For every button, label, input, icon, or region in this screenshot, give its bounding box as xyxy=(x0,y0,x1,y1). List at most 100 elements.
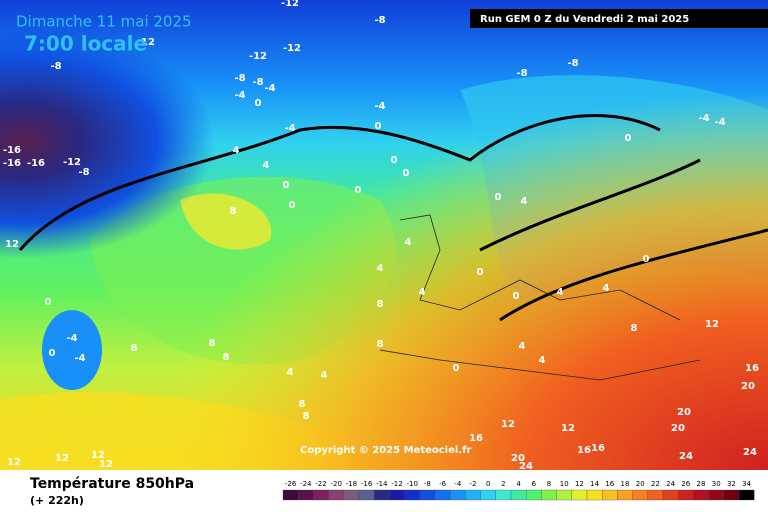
heat-region xyxy=(0,0,768,470)
contour-label: 0 xyxy=(355,185,362,196)
contour-label: 0 xyxy=(45,297,52,308)
contour-label: -4 xyxy=(66,333,77,344)
colorbar-swatch xyxy=(510,489,527,501)
colorbar-swatch xyxy=(693,489,709,501)
contour-labels: -12-8-12-12-8 -8-4-40-8-16-16 -16 -12-8-8-8… xyxy=(3,0,759,472)
colorbar-tick-label: -18 xyxy=(346,480,357,488)
contour-label: -4 xyxy=(74,353,85,364)
colorbar-tick-label: -10 xyxy=(406,480,417,488)
contour-label: 0 xyxy=(289,200,296,211)
colorbar-tick-label: 8 xyxy=(547,480,551,488)
contour-label: 8 xyxy=(230,206,237,217)
contour-label: -8 xyxy=(50,61,61,72)
colorbar-swatch xyxy=(434,489,451,501)
colorbar-swatch xyxy=(723,489,740,501)
contour-label: 8 xyxy=(223,352,230,363)
colorbar-swatch xyxy=(571,489,588,501)
colorbar-tick-label: 0 xyxy=(486,480,490,488)
colorbar-tick-label: 16 xyxy=(605,480,614,488)
contour-label: -8 xyxy=(374,15,385,26)
contour-label: 0 xyxy=(49,348,56,359)
contour-label: 12 xyxy=(7,457,21,468)
contour-label: 0 xyxy=(495,192,502,203)
colorbar-tick-label: 28 xyxy=(697,480,706,488)
run-box xyxy=(470,9,768,28)
colorbar-swatch xyxy=(541,489,557,501)
contour-label: -4 xyxy=(374,101,385,112)
contour-label: 4 xyxy=(521,196,528,207)
colorbar-tick-label: -22 xyxy=(315,480,326,488)
contour-label: 12 xyxy=(501,419,515,430)
contour-label: 4 xyxy=(519,341,526,352)
contour-label: 0 xyxy=(643,254,650,265)
colorbar-tick-label: 20 xyxy=(636,480,645,488)
contour-label: -16 xyxy=(3,158,21,169)
contour-label: -12 xyxy=(249,51,267,62)
colorbar-swatch xyxy=(419,489,436,501)
contour-label: 0 xyxy=(477,267,484,278)
colorbar-swatch xyxy=(450,489,466,501)
colorbar-swatch xyxy=(632,489,648,501)
contour-label: -8 xyxy=(516,68,527,79)
colorbar-swatch xyxy=(389,489,405,501)
colorbar-tick-label: -2 xyxy=(470,480,477,488)
contour-label: -4 xyxy=(714,117,725,128)
colorbar-tick-label: 32 xyxy=(727,480,736,488)
contour-label: -12 xyxy=(281,0,299,9)
contour-label: 4 xyxy=(287,367,294,378)
contour-label: 0 xyxy=(391,155,398,166)
colorbar-tick-label: -20 xyxy=(330,480,341,488)
contour-label: -12 xyxy=(283,43,301,54)
colorbar-tick-label: 12 xyxy=(575,480,584,488)
colorbar-swatch xyxy=(662,489,679,501)
contour-label: 8 xyxy=(209,338,216,349)
contour-label: 8 xyxy=(631,323,638,334)
colorbar-tick-label: 14 xyxy=(590,480,599,488)
colorbar: -26 -24 -22 -20 -18 -16 -14 -12 -10 -8 -6 -4 -2 0 2 4 6 8… xyxy=(282,480,755,501)
contour-label: -8 xyxy=(252,77,263,88)
contour-label: 4 xyxy=(377,263,384,274)
colorbar-tick-label: -26 xyxy=(285,480,297,488)
contour-label: 12 xyxy=(99,459,113,470)
colorbar-tick-label: 18 xyxy=(621,480,630,488)
colorbar-swatch xyxy=(738,489,755,501)
time: 7:00 locale xyxy=(24,32,147,56)
footer-title: Température 850hPa xyxy=(30,476,194,492)
contour-label: 8 xyxy=(299,399,306,410)
contour-label: 4 xyxy=(557,287,564,298)
contour-label: 16 xyxy=(469,433,483,444)
zero-isotherm xyxy=(18,114,768,322)
colorbar-swatch xyxy=(556,489,572,501)
contour-label: 8 xyxy=(377,339,384,350)
contour-label: -4 xyxy=(698,113,709,124)
contour-label: 8 xyxy=(131,343,138,354)
colorbar-swatch xyxy=(678,489,694,501)
contour-label: 24 xyxy=(679,451,693,462)
colorbar-tick-label: -4 xyxy=(454,480,462,488)
contour-label: -8 xyxy=(234,73,245,84)
contour-label: 0 xyxy=(625,133,632,144)
colorbar-tick-label: -8 xyxy=(424,480,431,488)
colorbar-swatch xyxy=(602,489,618,501)
colorbar-swatch xyxy=(465,489,481,501)
contour-label: 4 xyxy=(405,237,412,248)
colorbar-tick-label: -6 xyxy=(439,480,447,488)
contour-label: 12 xyxy=(561,423,575,434)
contour-label: 0 xyxy=(453,363,460,374)
contour-label: 4 xyxy=(233,145,240,156)
contour-label: 12 xyxy=(5,239,19,250)
contour-label: 20 xyxy=(511,453,525,464)
contour-label: -8 xyxy=(78,167,89,178)
copyright: Copyright © 2025 Meteociel.fr xyxy=(300,445,471,456)
contour-label: 4 xyxy=(321,370,328,381)
contour-label: 0 xyxy=(255,98,262,109)
colorbar-tick-label: 22 xyxy=(651,480,660,488)
contour-label: 24 xyxy=(743,447,757,458)
run: Run GEM 0 Z du Vendredi 2 mai 2025 xyxy=(480,14,689,25)
contour-label: 4 xyxy=(263,160,270,171)
contour-label: -4 xyxy=(284,123,295,134)
contour-label: 20 xyxy=(671,423,685,434)
colorbar-swatch xyxy=(358,489,375,501)
colorbar-swatch xyxy=(708,489,724,501)
